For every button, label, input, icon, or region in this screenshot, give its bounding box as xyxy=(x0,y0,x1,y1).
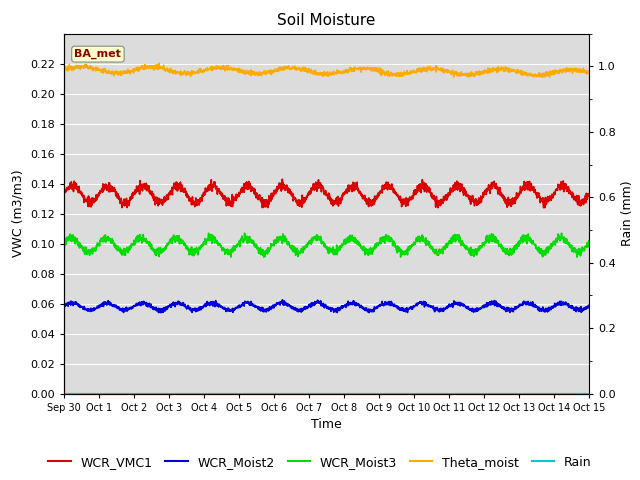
Legend: WCR_VMC1, WCR_Moist2, WCR_Moist3, Theta_moist, Rain: WCR_VMC1, WCR_Moist2, WCR_Moist3, Theta_… xyxy=(44,451,596,474)
Title: Soil Moisture: Soil Moisture xyxy=(277,13,376,28)
Y-axis label: VWC (m3/m3): VWC (m3/m3) xyxy=(12,170,24,257)
Y-axis label: Rain (mm): Rain (mm) xyxy=(621,181,634,246)
X-axis label: Time: Time xyxy=(311,418,342,431)
Text: BA_met: BA_met xyxy=(74,49,122,59)
